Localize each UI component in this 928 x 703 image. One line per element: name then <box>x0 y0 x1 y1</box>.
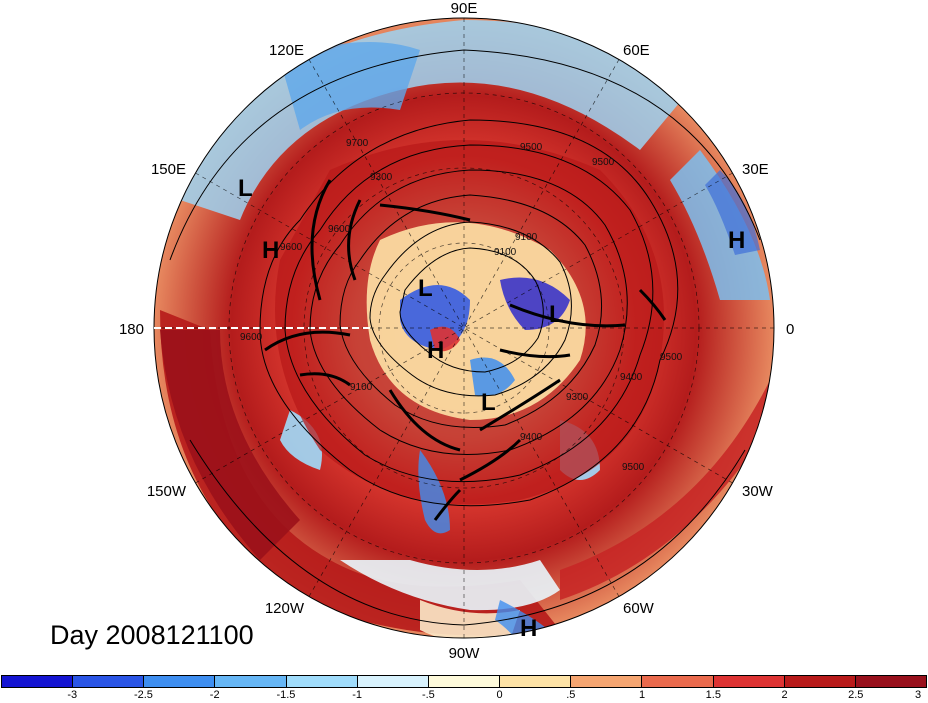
lon-label-150e: 150E <box>151 161 186 178</box>
low-center-east-asia: L <box>238 175 253 202</box>
colorbar-swatch <box>143 676 215 687</box>
height-contours <box>169 49 761 626</box>
contour-label: 9600 <box>240 332 263 343</box>
colorbar-swatch <box>641 676 713 687</box>
lon-label-0: 0 <box>786 321 794 338</box>
lon-label-90w: 90W <box>449 645 481 662</box>
colorbar-tick-label: 2.5 <box>848 689 864 701</box>
low-center-scandinavia: L <box>549 301 564 328</box>
pressure-center-labels: L H H L L H L H <box>238 175 745 642</box>
colorbar-swatch <box>427 676 500 687</box>
high-center-south-atlantic: H <box>520 615 537 642</box>
contour-label: 9100 <box>350 382 373 393</box>
map-title: Day 2008121100 <box>50 620 254 650</box>
colorbar-tick-label: 0 <box>496 689 503 701</box>
colorbar-swatch <box>854 676 927 687</box>
contour-label: 9500 <box>622 462 645 473</box>
colorbar-tick-label: -2 <box>209 689 220 701</box>
contour-label: 9400 <box>620 372 643 383</box>
contour-label: 9100 <box>494 247 517 258</box>
jet-contours <box>264 179 667 521</box>
colorbar-swatch <box>570 676 642 687</box>
colorbar-swatch <box>712 676 784 687</box>
colorbar-swatch <box>499 676 571 687</box>
contour-label: 9300 <box>566 392 589 403</box>
contour-label: 9100 <box>515 232 538 243</box>
high-center-europe: H <box>728 227 745 254</box>
low-center-canada: L <box>481 389 496 416</box>
colorbar-tick-label: 1.5 <box>705 689 721 701</box>
colorbar-tick-label: -3 <box>67 689 78 701</box>
graticule <box>154 18 774 638</box>
longitude-labels: 90E 60E 30E 0 30W 60W 90W 120W 150W 180 … <box>119 0 794 662</box>
colorbar-tick-label: 3 <box>914 689 922 701</box>
colorbar-swatch <box>285 676 357 687</box>
colorbar-swatch <box>214 676 286 687</box>
contour-label: 9400 <box>520 432 543 443</box>
lon-label-30w: 30W <box>742 483 774 500</box>
lon-label-90e: 90E <box>451 0 478 17</box>
lon-label-180: 180 <box>119 321 144 338</box>
colorbar-tick-label: 1 <box>639 689 646 701</box>
contour-label: 9300 <box>370 172 393 183</box>
low-center-siberia: L <box>418 275 433 302</box>
colorbar-tick-label: .5 <box>566 689 576 701</box>
colorbar-tick-label: 2 <box>781 689 788 701</box>
contour-label: 9500 <box>592 157 615 168</box>
high-center-pole: H <box>427 337 444 364</box>
colorbar-tick-label: -.5 <box>421 689 435 701</box>
colorbar-swatch <box>783 676 855 687</box>
colorbar <box>1 675 927 688</box>
contour-labels: 9700 9500 9500 9300 9100 9600 9600 9100 … <box>240 138 683 473</box>
lon-label-120w: 120W <box>265 600 305 617</box>
lon-label-60w: 60W <box>623 600 655 617</box>
colorbar-tick-label: -2.5 <box>133 689 153 701</box>
lon-label-120e: 120E <box>269 42 304 59</box>
lon-label-150w: 150W <box>147 483 187 500</box>
colorbar-tick-label: -1.5 <box>276 689 296 701</box>
contour-label: 9500 <box>520 142 543 153</box>
contour-label: 9700 <box>346 138 369 149</box>
colorbar-swatch <box>356 676 428 687</box>
high-center-east-asia: H <box>262 237 279 264</box>
contour-label: 9600 <box>280 242 303 253</box>
contour-label: 9500 <box>660 352 683 363</box>
lon-label-30e: 30E <box>742 161 769 178</box>
colorbar-tick-labels: -3 -2.5 -2 -1.5 -1 -.5 0 .5 1 1.5 2 2.5 3 <box>0 689 928 703</box>
contour-label: 9600 <box>328 224 351 235</box>
colorbar-tick-label: -1 <box>352 689 363 701</box>
lon-label-60e: 60E <box>623 42 650 59</box>
shaded-anomaly-field <box>154 18 774 638</box>
colorbar-swatch <box>2 676 73 687</box>
colorbar-swatch <box>72 676 144 687</box>
